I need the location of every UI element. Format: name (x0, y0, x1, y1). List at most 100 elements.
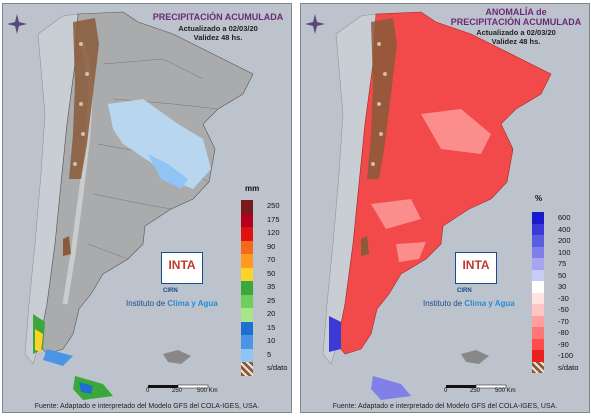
legend-item: 120 (241, 227, 291, 241)
source-footer: Fuente: Adaptado e interpretado del Mode… (332, 403, 558, 410)
legend-label: 10 (267, 336, 276, 345)
legend-item: 200 (532, 235, 582, 248)
legend-item: 75 (532, 258, 582, 271)
legend-item: 250 (241, 200, 291, 214)
legend-label: 100 (558, 247, 571, 257)
legend-label: 200 (558, 236, 571, 245)
cirn-label: CIRN (457, 288, 472, 294)
compass-rose-icon (7, 14, 27, 34)
legend-item: 600 (532, 212, 582, 225)
scale-label-500: 500 Km (495, 388, 516, 394)
legend-item: 50 (532, 269, 582, 283)
precipitation-map-panel: PRECIPITACIÓN ACUMULADA Actualizado a 02… (2, 3, 292, 413)
legend-label: 35 (267, 282, 276, 291)
legend-swatch (532, 315, 544, 327)
legend-swatch (532, 235, 544, 247)
malvinas-islands (163, 350, 191, 364)
legend-item: -90 (532, 338, 582, 352)
legend-label: 75 (558, 259, 567, 268)
legend-item: s/dato (241, 362, 291, 376)
legend-item: 70 (241, 254, 291, 268)
nodata-area (367, 18, 397, 179)
legend-label: 20 (267, 309, 276, 318)
legend-item: 100 (532, 246, 582, 260)
institute-highlight: Clima y Agua (167, 299, 218, 308)
legend-swatch (532, 338, 544, 350)
legend-item: 20 (241, 308, 291, 322)
legend-item: -70 (532, 315, 582, 329)
legend-label: -90 (558, 339, 569, 349)
legend-item: 25 (241, 294, 291, 308)
anomaly-lighter-areas (371, 109, 491, 262)
legend-label: 15 (267, 322, 276, 332)
institute-name: Instituto de Clima y Agua (126, 299, 218, 308)
nodata-texture (73, 42, 89, 166)
legend-label: 5 (267, 349, 272, 359)
legend-label: 30 (558, 282, 567, 291)
source-footer: Fuente: Adaptado e interpretado del Mode… (34, 403, 260, 410)
legend-label: 175 (267, 214, 280, 224)
legend-swatch (241, 294, 253, 308)
legend-swatch (241, 281, 253, 295)
anomaly-map-panel: ANOMALÍA de PRECIPITACIÓN ACUMULADA Actu… (300, 3, 590, 413)
legend-unit: mm (245, 184, 260, 193)
updated-date: Actualizado a 02/03/20 (476, 28, 556, 37)
compass-rose-icon (305, 14, 325, 34)
legend-swatch (532, 281, 544, 293)
legend-swatch (241, 362, 253, 376)
scale-label-0: 0 (444, 388, 448, 394)
legend-unit: % (535, 194, 543, 203)
inta-logo: INTA (455, 252, 497, 284)
legend-swatch (532, 327, 544, 339)
legend-label: -70 (558, 316, 569, 326)
legend-label: -80 (558, 328, 569, 337)
legend-swatch (241, 335, 253, 349)
scale-label-500: 500 Km (197, 388, 218, 394)
legend-item: 175 (241, 213, 291, 227)
scale-label-250: 250 (470, 388, 481, 394)
legend-item: 50 (241, 267, 291, 281)
legend-item: -30 (532, 292, 582, 306)
legend-item: 15 (241, 321, 291, 335)
institute-prefix: Instituto de (126, 299, 168, 308)
legend-swatch (532, 246, 544, 258)
legend-swatch (241, 227, 253, 241)
legend-item: -80 (532, 327, 582, 340)
legend-item: s/dato (532, 361, 582, 375)
inta-logo: INTA (161, 252, 203, 284)
scale-bar (446, 384, 507, 389)
legend-item: 35 (241, 281, 291, 295)
tierra-del-fuego (73, 376, 113, 400)
nodata-area (69, 18, 99, 179)
nodata-texture (371, 42, 387, 166)
malvinas-islands (461, 350, 489, 364)
scale-label-250: 250 (172, 388, 183, 394)
map-title-line1: ANOMALÍA de (485, 7, 547, 17)
legend-label: 70 (267, 255, 276, 264)
institute-prefix: Instituto de (423, 299, 465, 308)
legend-label: -100 (558, 351, 574, 360)
nodata-small (361, 236, 369, 256)
map-title-line2: PRECIPITACIÓN ACUMULADA (450, 17, 582, 27)
validity-text: Validez 48 hs. (193, 33, 243, 42)
legend-item: -50 (532, 304, 582, 317)
map-title: PRECIPITACIÓN ACUMULADA (152, 12, 284, 22)
legend-label: 120 (267, 228, 280, 237)
coast-anomaly-blue (329, 316, 341, 352)
institute-highlight: Clima y Agua (464, 299, 515, 308)
legend-swatch (532, 350, 544, 362)
updated-date: Actualizado a 02/03/20 (178, 24, 258, 33)
legend-label: -30 (558, 293, 569, 303)
legend-item: 90 (241, 240, 291, 254)
legend-swatch (241, 321, 253, 335)
legend-item: 10 (241, 335, 291, 349)
legend-item: 400 (532, 223, 582, 237)
coast-precip-blue (43, 349, 73, 366)
precipitation-area (108, 99, 211, 189)
legend-swatch (532, 361, 544, 373)
institute-name: Instituto de Clima y Agua (423, 299, 515, 308)
legend-swatch (241, 240, 253, 254)
coast-precip-yellow (35, 329, 43, 352)
legend-label: 50 (558, 270, 567, 280)
legend-swatch (532, 212, 544, 224)
